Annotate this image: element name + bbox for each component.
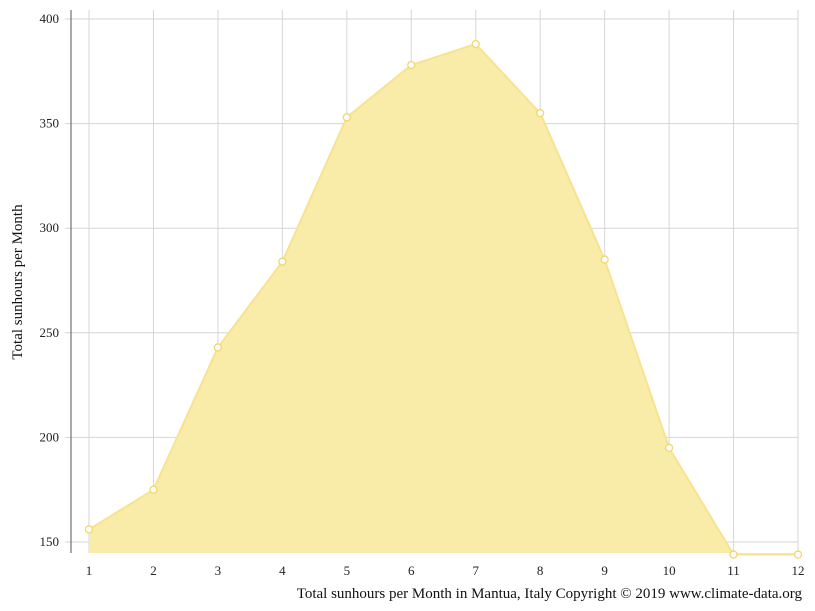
x-tick-label: 4	[279, 563, 286, 578]
y-tick-label: 150	[40, 534, 60, 549]
y-tick-label: 400	[40, 11, 60, 26]
y-tick-label: 200	[40, 429, 60, 444]
data-point	[664, 443, 674, 453]
x-tick-label: 9	[601, 563, 608, 578]
x-tick-label: 2	[150, 563, 157, 578]
data-point	[471, 39, 480, 49]
x-tick-label: 1	[86, 563, 93, 578]
data-point	[213, 343, 223, 352]
x-tick-label: 6	[408, 563, 415, 578]
series-line	[88, 43, 798, 556]
data-point	[342, 113, 351, 122]
data-point	[84, 525, 94, 534]
x-tick-label: 8	[537, 563, 544, 578]
y-tick-label: 300	[40, 220, 60, 235]
x-tick-label: 12	[792, 563, 805, 578]
data-point	[600, 255, 609, 264]
data-point	[793, 550, 803, 559]
x-tick-label: 7	[472, 563, 479, 578]
data-point	[536, 108, 545, 118]
chart-caption: Total sunhours per Month in Mantua, Ital…	[297, 586, 803, 602]
data-point	[149, 485, 158, 494]
x-tick-label: 5	[344, 563, 351, 578]
x-tick-label: 3	[215, 563, 222, 578]
y-axis-title: Total sunhours per Month	[10, 204, 26, 360]
x-tick-label: 10	[663, 563, 676, 578]
y-tick-label: 350	[40, 116, 60, 131]
area-fill	[89, 44, 798, 555]
data-point	[729, 550, 738, 559]
data-markers	[84, 39, 803, 559]
data-point	[278, 257, 287, 266]
data-point	[407, 60, 416, 70]
x-tick-label: 11	[727, 563, 740, 578]
area-series	[88, 43, 798, 556]
y-tick-label: 250	[40, 325, 60, 340]
